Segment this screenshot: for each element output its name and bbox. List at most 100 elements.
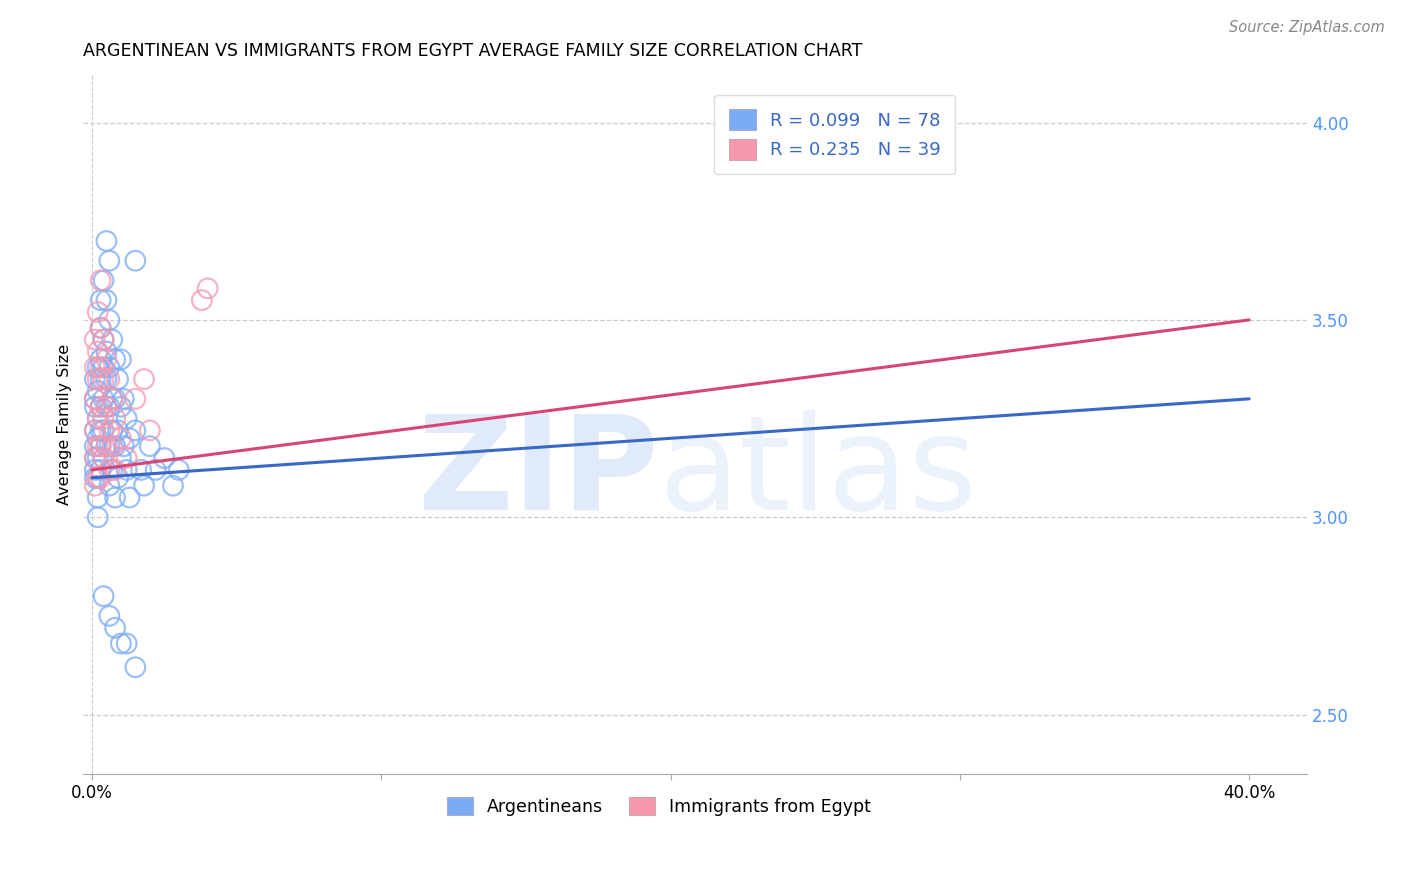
Point — [93, 450, 115, 465]
Point — [90, 352, 112, 367]
Point — [98, 439, 121, 453]
Point — [124, 253, 146, 268]
Point — [104, 491, 127, 505]
Point — [115, 450, 138, 465]
Point — [104, 392, 127, 406]
Point — [83, 439, 105, 453]
Text: atlas: atlas — [658, 410, 977, 537]
Point — [107, 471, 129, 485]
Point — [101, 392, 124, 406]
Point — [83, 360, 105, 375]
Point — [104, 463, 127, 477]
Point — [83, 424, 105, 438]
Point — [90, 400, 112, 414]
Point — [96, 400, 118, 414]
Point — [110, 400, 132, 414]
Legend: Argentineans, Immigrants from Egypt: Argentineans, Immigrants from Egypt — [437, 789, 879, 824]
Point — [87, 372, 110, 386]
Point — [90, 471, 112, 485]
Point — [153, 450, 176, 465]
Point — [115, 636, 138, 650]
Point — [112, 439, 135, 453]
Point — [101, 439, 124, 453]
Point — [90, 439, 112, 453]
Point — [90, 320, 112, 334]
Point — [132, 372, 155, 386]
Point — [98, 400, 121, 414]
Point — [132, 478, 155, 492]
Point — [112, 392, 135, 406]
Point — [83, 424, 105, 438]
Point — [87, 411, 110, 425]
Point — [83, 392, 105, 406]
Point — [83, 450, 105, 465]
Point — [90, 439, 112, 453]
Point — [101, 333, 124, 347]
Point — [104, 352, 127, 367]
Point — [118, 491, 141, 505]
Point — [115, 463, 138, 477]
Point — [197, 281, 219, 295]
Point — [87, 439, 110, 453]
Point — [90, 463, 112, 477]
Point — [110, 636, 132, 650]
Point — [83, 333, 105, 347]
Point — [139, 439, 162, 453]
Point — [101, 463, 124, 477]
Point — [90, 360, 112, 375]
Point — [96, 439, 118, 453]
Point — [110, 352, 132, 367]
Point — [118, 431, 141, 445]
Point — [167, 463, 190, 477]
Point — [107, 424, 129, 438]
Point — [83, 372, 105, 386]
Point — [87, 305, 110, 319]
Point — [98, 360, 121, 375]
Point — [96, 372, 118, 386]
Point — [96, 352, 118, 367]
Point — [96, 234, 118, 248]
Text: ARGENTINEAN VS IMMIGRANTS FROM EGYPT AVERAGE FAMILY SIZE CORRELATION CHART: ARGENTINEAN VS IMMIGRANTS FROM EGYPT AVE… — [83, 42, 863, 60]
Point — [87, 471, 110, 485]
Point — [162, 478, 184, 492]
Point — [98, 608, 121, 623]
Point — [96, 439, 118, 453]
Point — [83, 392, 105, 406]
Point — [107, 372, 129, 386]
Point — [83, 478, 105, 492]
Point — [83, 450, 105, 465]
Point — [87, 510, 110, 524]
Point — [98, 372, 121, 386]
Point — [96, 344, 118, 359]
Point — [96, 293, 118, 308]
Point — [104, 439, 127, 453]
Point — [90, 273, 112, 287]
Point — [87, 471, 110, 485]
Point — [87, 344, 110, 359]
Point — [90, 320, 112, 334]
Point — [90, 293, 112, 308]
Point — [124, 424, 146, 438]
Text: ZIP: ZIP — [418, 410, 658, 537]
Point — [104, 621, 127, 635]
Point — [87, 360, 110, 375]
Point — [115, 411, 138, 425]
Point — [93, 273, 115, 287]
Point — [101, 392, 124, 406]
Point — [93, 372, 115, 386]
Point — [87, 384, 110, 398]
Point — [93, 333, 115, 347]
Point — [90, 400, 112, 414]
Point — [87, 411, 110, 425]
Point — [93, 411, 115, 425]
Point — [145, 463, 167, 477]
Point — [110, 450, 132, 465]
Point — [98, 313, 121, 327]
Point — [98, 478, 121, 492]
Point — [124, 392, 146, 406]
Point — [124, 660, 146, 674]
Point — [83, 400, 105, 414]
Point — [93, 450, 115, 465]
Point — [93, 360, 115, 375]
Point — [87, 491, 110, 505]
